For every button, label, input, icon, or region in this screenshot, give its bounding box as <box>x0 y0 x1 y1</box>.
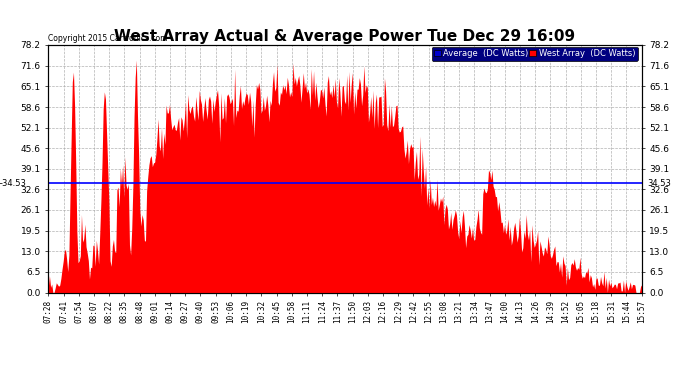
Title: West Array Actual & Average Power Tue Dec 29 16:09: West Array Actual & Average Power Tue De… <box>115 29 575 44</box>
Text: ←34.53: ←34.53 <box>0 179 26 188</box>
Legend: Average  (DC Watts), West Array  (DC Watts): Average (DC Watts), West Array (DC Watts… <box>432 47 638 61</box>
Text: Copyright 2015 Cartronics.com: Copyright 2015 Cartronics.com <box>48 33 168 42</box>
Text: 34.53: 34.53 <box>647 179 671 188</box>
